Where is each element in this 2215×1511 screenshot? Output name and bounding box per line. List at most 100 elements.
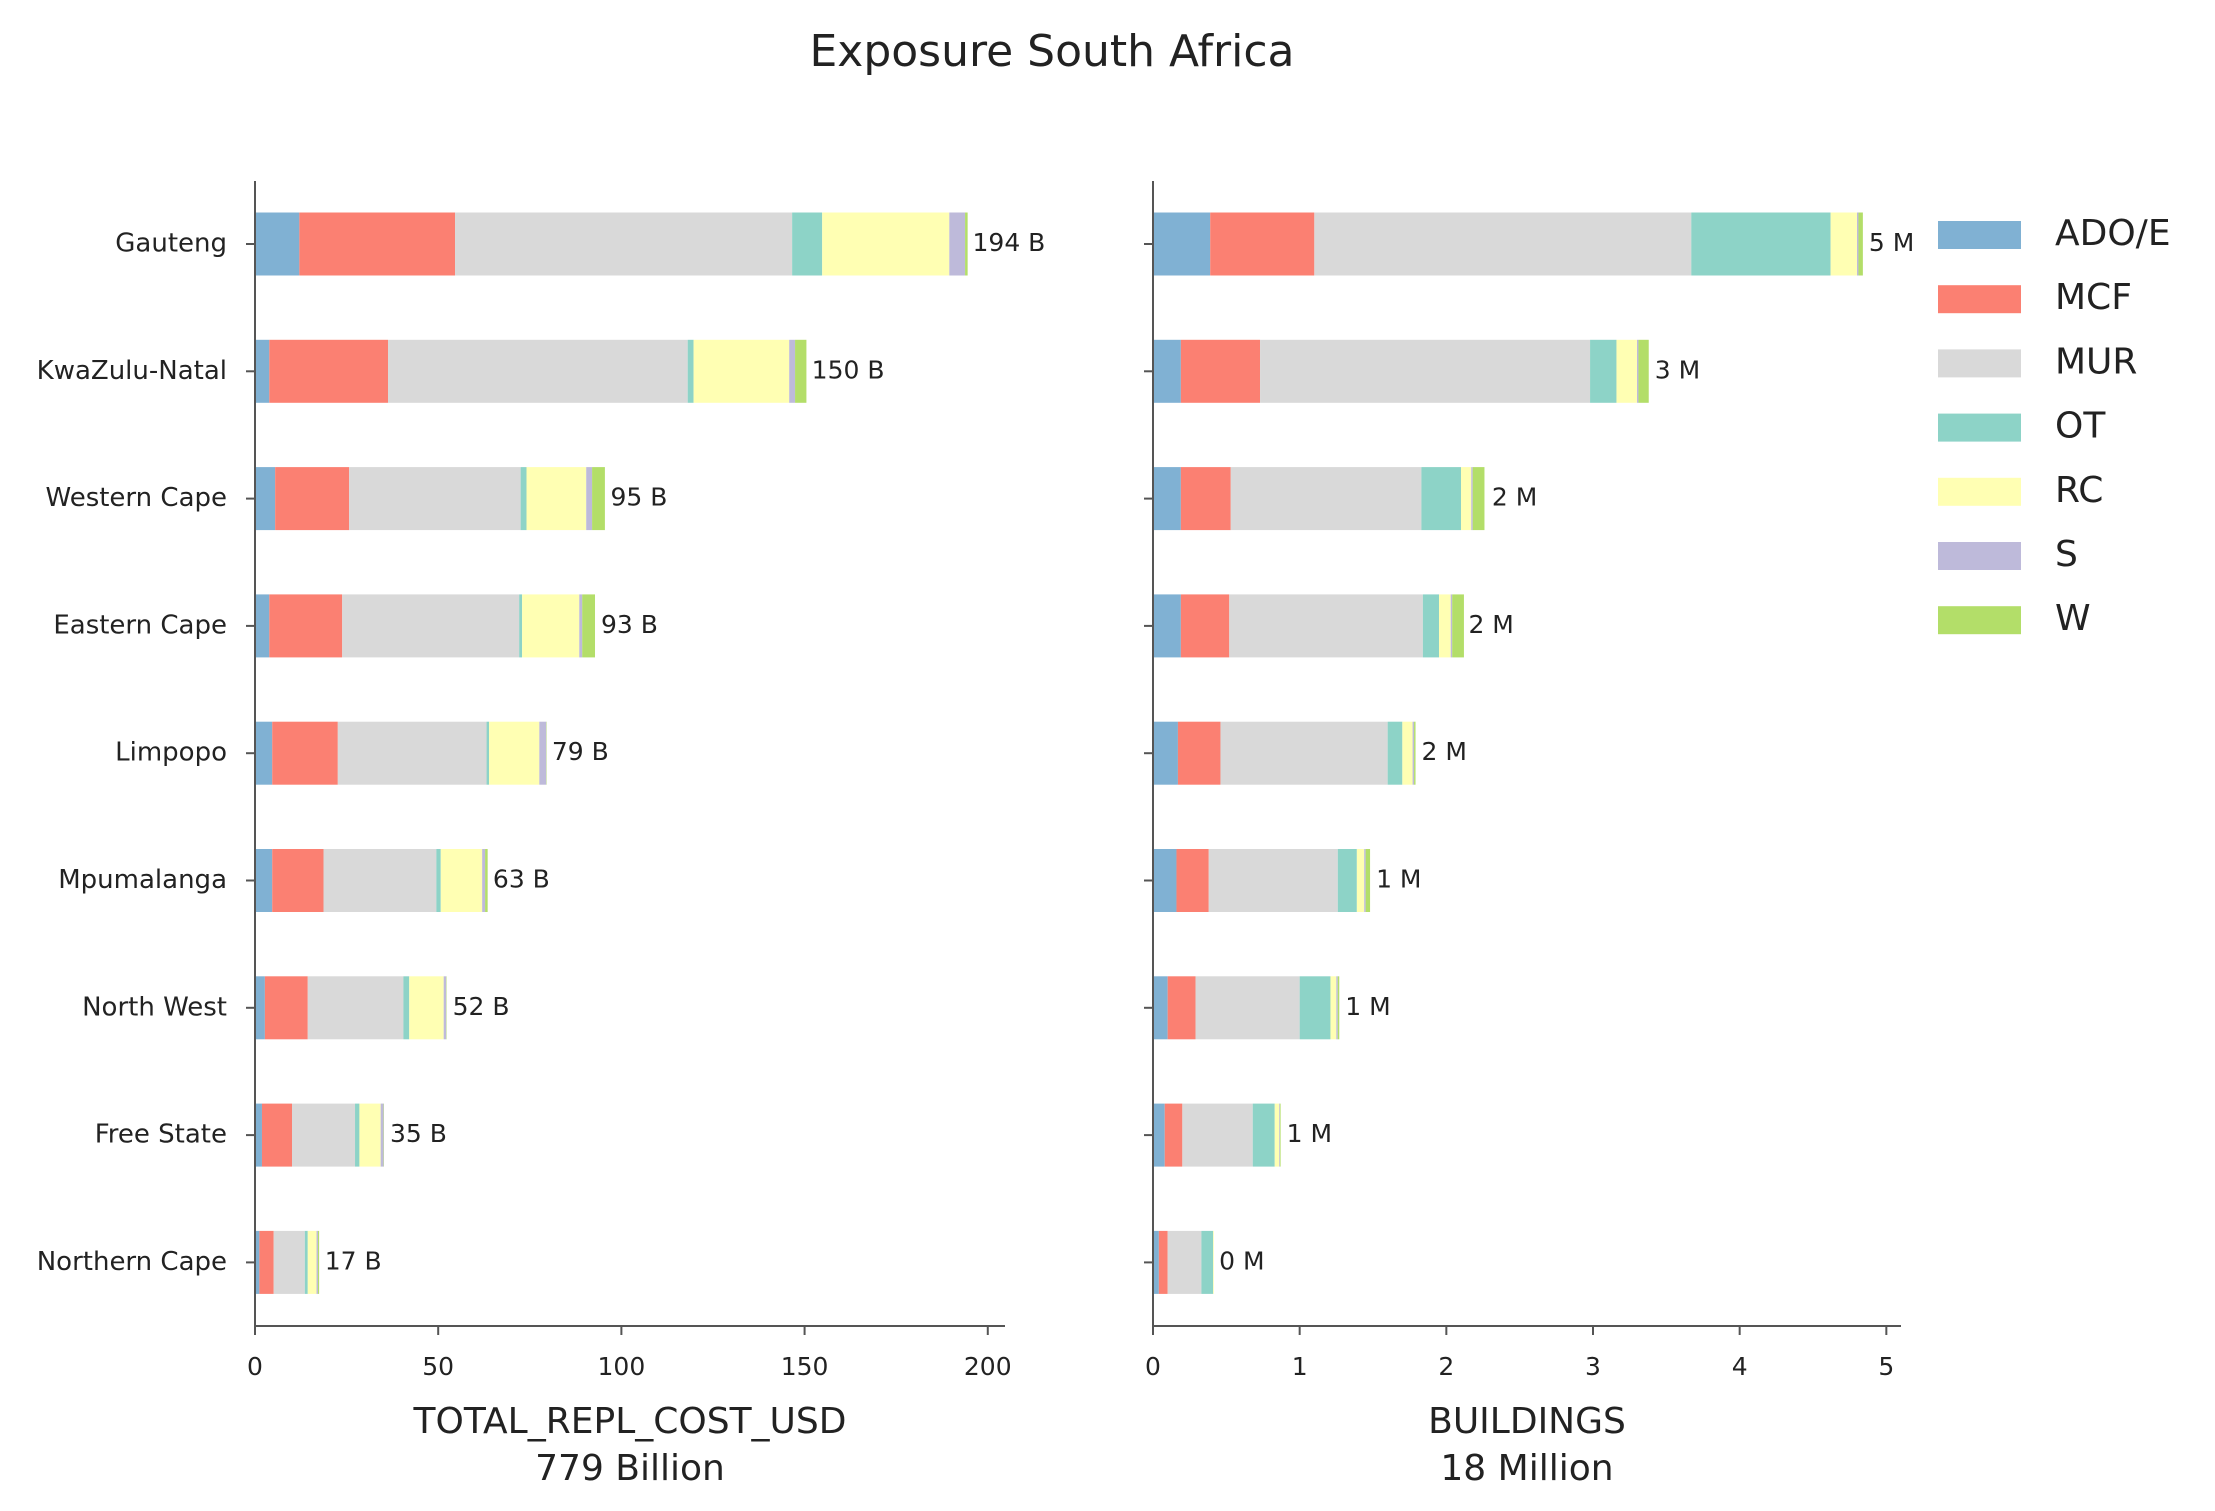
bar-segment <box>1210 212 1315 276</box>
legend-label: OT <box>2055 406 2106 447</box>
bar-segment <box>1279 1103 1281 1167</box>
bar-segment <box>949 212 966 276</box>
bar-segment <box>1153 976 1168 1040</box>
bar-segment <box>1421 467 1461 531</box>
legend-label: RC <box>2055 470 2103 511</box>
bar-segment <box>1180 594 1230 658</box>
bar-segment <box>1364 849 1366 912</box>
total-label: 1 M <box>1287 1119 1332 1148</box>
bar-segment <box>1402 721 1413 785</box>
bar-segment <box>1858 212 1863 276</box>
bar-segment <box>579 594 583 658</box>
legend-swatch <box>1938 285 2021 314</box>
bar-segment <box>1590 339 1617 403</box>
total-label: 1 M <box>1376 865 1421 894</box>
bar-segment <box>455 212 793 276</box>
bar-segment <box>526 467 587 531</box>
x-tick-label: 3 <box>1585 1352 1601 1381</box>
bar-segment <box>387 339 688 403</box>
x-tick-label: 2 <box>1438 1352 1454 1381</box>
bar-segment <box>1414 721 1416 785</box>
bar-segment <box>519 594 523 658</box>
bar-segment <box>520 467 527 531</box>
bar-segment <box>272 849 324 912</box>
bar-segment <box>1439 594 1451 658</box>
bar-segment <box>1153 849 1177 912</box>
bar-segment <box>1208 849 1338 912</box>
bar-segment <box>1337 976 1340 1040</box>
bar-segment <box>1830 212 1857 276</box>
bar-segment <box>1279 1103 1280 1167</box>
total-label: 5 M <box>1869 228 1914 257</box>
total-label: 79 B <box>552 737 609 766</box>
bar-segment <box>255 721 273 785</box>
x-axis-label: BUILDINGS <box>1428 1401 1626 1442</box>
bar-segment <box>269 594 343 658</box>
bar-segment <box>292 1103 356 1167</box>
bar-segment <box>1412 721 1415 785</box>
x-axis-label: 779 Billion <box>535 1448 725 1489</box>
legend-label: MUR <box>2055 341 2137 382</box>
bar-segment <box>255 212 300 276</box>
bar-segment <box>1177 721 1221 785</box>
bar-segment <box>443 976 447 1040</box>
bar-segment <box>1330 976 1337 1040</box>
bar-segment <box>1153 721 1178 785</box>
total-label: 150 B <box>812 355 885 384</box>
bar-segment <box>1472 467 1485 531</box>
bar-segment <box>380 1103 384 1167</box>
bar-segment <box>485 849 488 912</box>
x-axis-label: 18 Million <box>1440 1448 1613 1489</box>
bar-segment <box>1201 1230 1214 1294</box>
y-tick-label: Eastern Cape <box>53 610 227 640</box>
total-label: 17 B <box>325 1246 382 1275</box>
legend: ADO/E MCF MUR OT RC SW <box>1938 213 2171 639</box>
bar-segment <box>1857 212 1859 276</box>
bar-segment <box>436 849 441 912</box>
bar-segment <box>539 721 547 785</box>
bar-segment <box>1356 849 1365 912</box>
bar-segment <box>1220 721 1388 785</box>
y-tick-label: Gauteng <box>115 229 227 259</box>
bar-segment <box>255 467 276 531</box>
bar-segment <box>1387 721 1403 785</box>
legend-label: W <box>2055 598 2091 639</box>
bar-segment <box>1153 594 1181 658</box>
bar-segment <box>1213 1230 1214 1294</box>
x-tick-label: 5 <box>1878 1352 1894 1381</box>
chart-panel: 194 B Gauteng 150 B KwaZulu-Natal 95 B Wester… <box>37 181 1045 1489</box>
bar-segment <box>522 594 580 658</box>
total-label: 0 M <box>1219 1246 1264 1275</box>
bar-segment <box>1274 1103 1280 1167</box>
bar-segment <box>789 339 796 403</box>
bar-segment <box>489 721 540 785</box>
bar-segment <box>1153 339 1181 403</box>
bar-segment <box>1337 849 1357 912</box>
y-tick-label: North West <box>82 992 227 1022</box>
bar-segment <box>1167 976 1196 1040</box>
x-tick-label: 50 <box>422 1352 454 1381</box>
total-label: 1 M <box>1345 992 1390 1021</box>
bar-segment <box>592 467 605 531</box>
bar-segment <box>693 339 790 403</box>
total-label: 52 B <box>453 992 510 1021</box>
bar-segment <box>1158 1230 1168 1294</box>
bar-segment <box>355 1103 360 1167</box>
total-label: 3 M <box>1655 355 1700 384</box>
total-label: 63 B <box>493 865 550 894</box>
bar-segment <box>1450 594 1453 658</box>
bar-segment <box>1176 849 1209 912</box>
bar-segment <box>482 849 486 912</box>
bar-segment <box>275 467 350 531</box>
bar-segment <box>1452 594 1464 658</box>
total-label: 95 B <box>611 483 668 512</box>
legend-swatch <box>1938 542 2021 570</box>
bar-segment <box>318 1230 320 1294</box>
x-tick-label: 0 <box>1145 1352 1161 1381</box>
bar-segment <box>307 1230 317 1294</box>
bar-segment <box>255 339 270 403</box>
bar-segment <box>1229 594 1423 658</box>
bar-segment <box>1153 1103 1165 1167</box>
bar-segment <box>299 212 456 276</box>
